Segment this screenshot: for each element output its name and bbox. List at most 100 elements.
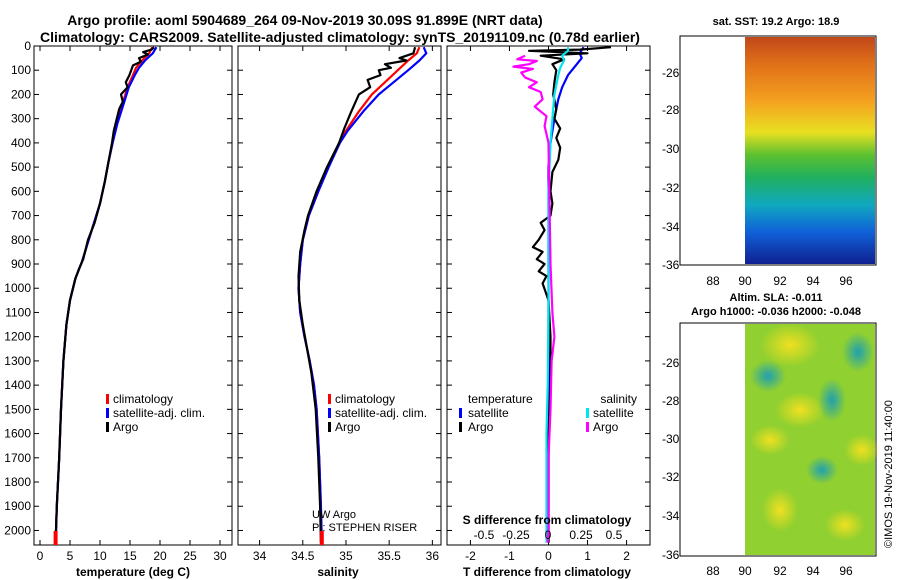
- s-tick-label: -0.5: [474, 528, 495, 542]
- lon-label: 96: [839, 564, 853, 578]
- legend-title-temperature: temperature: [468, 392, 533, 406]
- lon-label: 90: [738, 274, 752, 288]
- lon-label: 94: [806, 564, 820, 578]
- s-tick-label: -0.25: [502, 528, 530, 542]
- depth-tick-label: 300: [11, 112, 31, 126]
- lon-label: 88: [706, 564, 720, 578]
- x-tick-label: 35: [339, 549, 353, 563]
- depth-tick-label: 1400: [4, 378, 31, 392]
- sla-map-panel: Altim. SLA: -0.011 Argo h1000: -0.036 h2…: [662, 292, 880, 578]
- legend-label-t-satellite: satellite: [468, 406, 509, 420]
- x-tick-label: 30: [213, 549, 227, 563]
- s-tick-label: 0: [545, 528, 552, 542]
- difference-panel: -2 -1 0 1 2 temperature satellite Argo salin…: [446, 45, 651, 579]
- annotation-uw-argo: UW Argo: [312, 509, 356, 521]
- sst-map-title: sat. SST: 19.2 Argo: 18.9: [713, 16, 840, 28]
- temperature-tick-labels: 0 5 10 15 20 25 30: [34, 45, 232, 563]
- salinity-plot-frame: [237, 45, 442, 546]
- legend-label-satellite: satellite-adj. clim.: [335, 406, 427, 420]
- temperature-legend: climatology satellite-adj. clim. Argo: [106, 392, 205, 434]
- t-difference-tick-labels: -2 -1 0 1 2: [447, 45, 650, 563]
- legend-swatch-satellite: [328, 408, 331, 418]
- temperature-series: [53, 46, 158, 545]
- legend-label-argo: Argo: [335, 420, 361, 434]
- s-tick-label: 0.5: [606, 528, 623, 542]
- lon-label: 90: [738, 564, 752, 578]
- legend-swatch-argo: [106, 422, 109, 432]
- legend-swatch-t-argo: [459, 422, 462, 432]
- depth-tick-label: 0: [24, 39, 31, 53]
- s-difference-axis-label: S difference from climatology: [463, 513, 632, 527]
- salinity-axis-label: salinity: [317, 565, 359, 579]
- depth-tick-label: 1100: [5, 305, 31, 319]
- lat-label: -36: [662, 548, 680, 562]
- legend-swatch-climatology: [106, 394, 109, 404]
- x-tick-label: 35.5: [377, 549, 401, 563]
- legend-swatch-satellite: [106, 408, 109, 418]
- x-tick-label: 36: [426, 549, 440, 563]
- sst-map-ylabels: -26 -28 -30 -32 -34 -36: [662, 66, 680, 272]
- lon-label: 96: [839, 274, 853, 288]
- legend-swatch-argo: [328, 422, 331, 432]
- sla-map-ylabels: -26 -28 -30 -32 -34 -36: [662, 356, 680, 562]
- depth-tick-label: 1500: [4, 402, 31, 416]
- depth-tick-label: 2000: [4, 523, 31, 537]
- lat-label: -26: [662, 356, 680, 370]
- lat-label: -30: [662, 432, 680, 446]
- series-line-argo: [54, 46, 155, 543]
- lat-label: -28: [662, 103, 680, 117]
- depth-tick-labels: 0 100 200 300 400 500 600 700 800 900 1000 1100 1200…: [4, 39, 31, 537]
- legend-label-t-argo: Argo: [468, 420, 494, 434]
- legend-label-climatology: climatology: [335, 392, 395, 406]
- depth-tick-label: 1600: [4, 427, 31, 441]
- legend-label-climatology: climatology: [113, 392, 173, 406]
- depth-tick-label: 1800: [4, 475, 31, 489]
- depth-tick-label: 400: [11, 136, 31, 150]
- s-tick-label: 0.25: [569, 528, 593, 542]
- legend-title-salinity: salinity: [600, 392, 637, 406]
- temperature-panel: 0100200300400500600700800900100011001200…: [4, 39, 233, 579]
- depth-tick-label: 100: [11, 63, 31, 77]
- legend-swatch-climatology: [328, 394, 331, 404]
- x-tick-label: -1: [504, 549, 515, 563]
- sst-map-xlabels: 88 90 92 94 96: [706, 274, 853, 288]
- lat-label: -32: [662, 470, 680, 484]
- sla-map-title-line2: Argo h1000: -0.036 h2000: -0.048: [691, 306, 861, 318]
- depth-tick-label: 200: [11, 87, 31, 101]
- depth-tick-label: 1700: [4, 451, 31, 465]
- salinity-series: [297, 46, 428, 545]
- salinity-panel: 34 34.5 35 35.5 36 climatology satellite-adj…: [237, 45, 442, 579]
- legend-swatch-s-satellite: [586, 408, 589, 418]
- depth-tick-label: 600: [11, 184, 31, 198]
- lon-label: 94: [806, 274, 820, 288]
- x-tick-label: 1: [584, 549, 591, 563]
- lat-label: -34: [662, 220, 680, 234]
- difference-legend-salinity: salinity satellite Argo: [586, 392, 637, 434]
- depth-tick-label: 700: [11, 209, 31, 223]
- lon-label: 88: [706, 274, 720, 288]
- legend-label-argo: Argo: [113, 420, 139, 434]
- depth-tick-label: 1000: [4, 281, 31, 295]
- depth-tick-label: 800: [11, 233, 31, 247]
- series-line-temperature-argo: [527, 46, 612, 543]
- depth-tick-label: 900: [11, 257, 31, 271]
- s-difference-tick-labels: -0.5 -0.25 0 0.25 0.5: [474, 528, 623, 542]
- lat-label: -36: [662, 258, 680, 272]
- sst-map-panel: sat. SST: 19.2 Argo: 18.9 -26 -28 -30 -3…: [662, 16, 877, 288]
- lat-label: -30: [662, 142, 680, 156]
- depth-tick-label: 500: [11, 160, 31, 174]
- bottom-marker: [319, 531, 324, 545]
- x-tick-label: 34: [253, 549, 267, 563]
- difference-legend-temperature: temperature satellite Argo: [459, 392, 533, 434]
- lon-label: 92: [773, 564, 787, 578]
- sla-map-xlabels: 88 90 92 94 96: [706, 564, 853, 578]
- salinity-legend: climatology satellite-adj. clim. Argo: [328, 392, 427, 434]
- lon-label: 92: [773, 274, 787, 288]
- x-tick-label: 25: [183, 549, 197, 563]
- x-tick-label: 15: [123, 549, 137, 563]
- legend-label-satellite: satellite-adj. clim.: [113, 406, 205, 420]
- sla-map-blobs: [750, 323, 880, 541]
- x-tick-label: 0: [37, 549, 44, 563]
- depth-tick-label: 1900: [4, 499, 31, 513]
